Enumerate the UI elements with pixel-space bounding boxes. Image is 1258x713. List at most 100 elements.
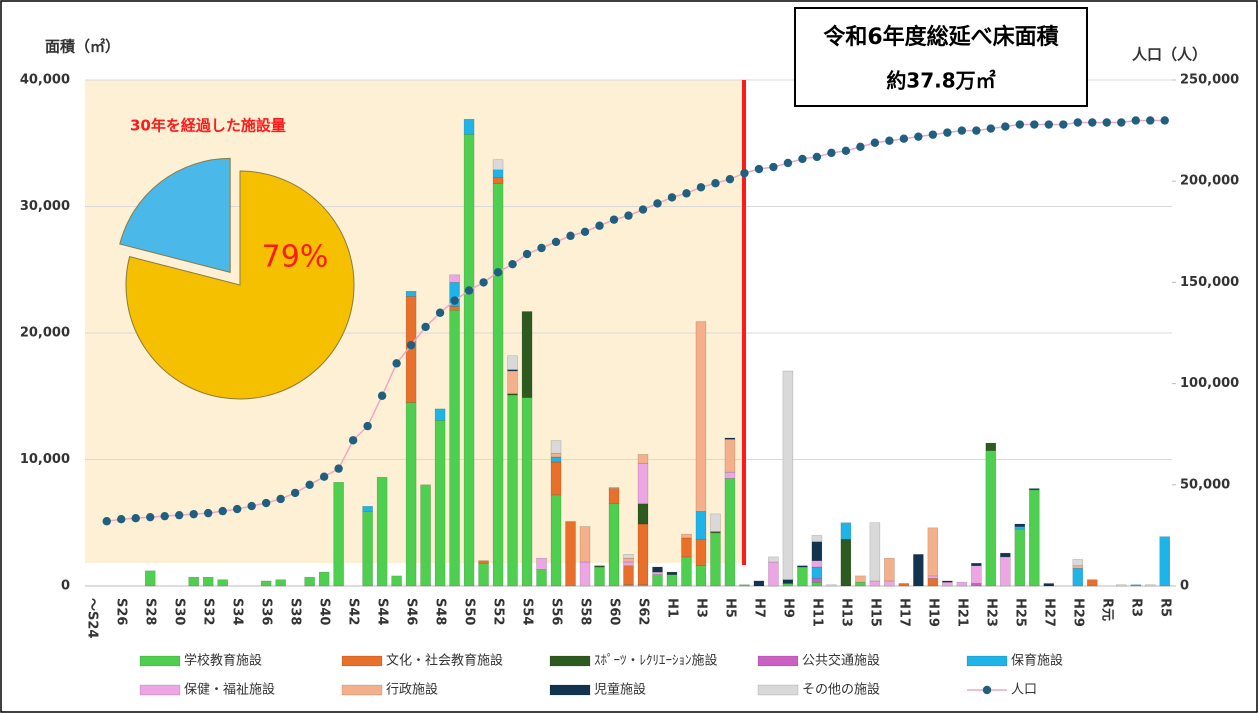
bar-segment	[492, 159, 504, 171]
bar-segment	[420, 484, 431, 587]
legend-label: 人口	[1011, 683, 1037, 698]
legend-swatch	[139, 655, 181, 667]
population-marker	[1044, 120, 1054, 129]
population-marker	[827, 148, 836, 158]
bar-segment	[1014, 528, 1026, 587]
population-marker	[522, 249, 532, 259]
bar-segment	[811, 541, 823, 561]
bar-segment	[623, 565, 634, 585]
x-tick-label: S58	[578, 598, 593, 625]
bar-segment	[1130, 584, 1142, 587]
population-marker	[885, 136, 894, 145]
population-marker	[247, 501, 256, 511]
bar-segment	[797, 565, 808, 568]
bar-segment	[666, 571, 678, 575]
legend-swatch	[341, 655, 383, 667]
bar-segment	[710, 532, 721, 587]
population-marker	[334, 464, 343, 473]
bar-segment	[971, 562, 982, 567]
bar-segment	[1029, 488, 1040, 491]
y-tick-label: 30,000	[20, 199, 70, 214]
population-marker	[421, 322, 430, 332]
population-marker	[1030, 120, 1039, 129]
bar-segment	[550, 494, 562, 587]
bar-segment	[550, 440, 562, 454]
bar-segment	[884, 557, 895, 582]
population-marker	[740, 168, 749, 178]
x-tick-label: S42	[346, 598, 361, 625]
bar-segment	[463, 118, 475, 135]
bar-segment	[768, 561, 779, 587]
x-tick-label: S48	[433, 598, 448, 625]
bar-segment	[391, 575, 402, 587]
bar-segment	[782, 579, 794, 584]
population-marker	[551, 237, 561, 247]
bar-segment	[521, 397, 533, 587]
legend-label: 行政施設	[386, 682, 438, 698]
bar-segment	[449, 306, 460, 311]
bar-segment	[536, 569, 547, 587]
population-marker	[943, 128, 952, 137]
population-marker	[1117, 118, 1126, 127]
x-tick-label: S60	[607, 598, 622, 625]
population-marker	[725, 174, 735, 184]
bar-segment	[637, 454, 649, 464]
x-tick-label: H1	[664, 598, 679, 618]
chart-title: 令和6年度総延べ床面積	[823, 24, 1059, 50]
bar-segment	[637, 463, 649, 505]
population-marker	[392, 359, 401, 368]
bar-segment	[362, 511, 373, 587]
x-tick-label: ～S24	[85, 598, 100, 638]
x-tick-label: S52	[491, 598, 506, 625]
bar-segment	[971, 583, 982, 587]
x-tick-label: S44	[375, 598, 390, 625]
population-marker	[276, 494, 285, 504]
bar-segment	[1159, 536, 1171, 587]
bar-segment	[1014, 523, 1026, 527]
population-marker	[189, 509, 198, 519]
x-tick-label: H23	[983, 598, 998, 627]
population-marker	[856, 142, 865, 151]
population-marker	[1073, 118, 1082, 127]
annotation: 30年を経過した施設量	[130, 117, 286, 135]
x-tick-label: S46	[404, 598, 419, 625]
population-marker	[566, 231, 575, 241]
bar-segment	[840, 522, 852, 540]
bar-segment	[695, 321, 707, 512]
bar-segment	[869, 580, 881, 587]
y-tick-label: 0	[61, 579, 70, 594]
bar-segment	[550, 456, 562, 463]
population-marker	[305, 480, 314, 489]
y-axis-label: 面積（㎡）	[45, 38, 120, 56]
total-box	[794, 7, 1088, 107]
bar-segment	[579, 526, 591, 563]
population-marker	[1102, 118, 1111, 127]
legend-label: 学校教育施設	[184, 653, 262, 669]
population-marker	[479, 278, 488, 287]
x-tick-label: S50	[462, 598, 477, 625]
bar-segment	[202, 576, 214, 587]
population-marker	[435, 308, 445, 317]
population-marker	[348, 436, 358, 445]
bar-segment	[608, 503, 620, 587]
bar-segment	[811, 535, 823, 542]
x-tick-label: S40	[317, 598, 332, 625]
x-tick-label: S34	[230, 598, 245, 625]
population-marker	[972, 126, 981, 135]
population-marker	[131, 513, 140, 523]
legend-swatch	[549, 684, 591, 696]
bar-segment	[985, 450, 997, 587]
bar-segment	[782, 583, 794, 587]
population-marker	[363, 421, 372, 431]
population-marker	[769, 162, 778, 172]
bar-segment	[217, 579, 228, 587]
bar-segment	[405, 402, 417, 587]
bar-segment	[637, 523, 649, 585]
bar-segment	[826, 584, 837, 587]
bar-segment	[695, 565, 707, 587]
population-marker	[261, 498, 271, 508]
legend: 学校教育施設 文化・社会教育施設 ｽﾎﾟｰﾂ・ﾚｸﾘｴｰｼｮﾝ施設 公共交通施設 保育施…	[139, 653, 1063, 698]
bar-segment	[333, 482, 344, 587]
bar-segment	[1116, 584, 1127, 587]
population-marker	[1160, 116, 1169, 125]
